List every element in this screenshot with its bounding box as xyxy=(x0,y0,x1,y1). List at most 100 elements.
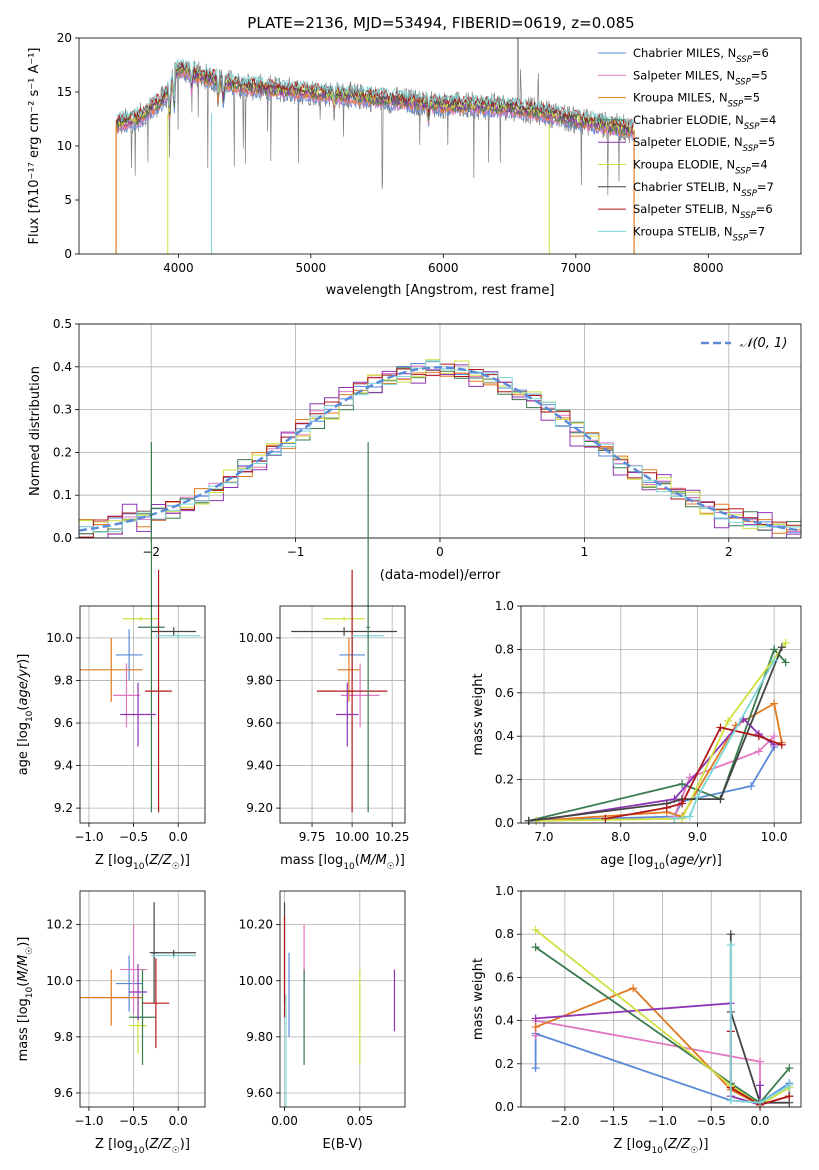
x-tick-label: 4000 xyxy=(163,261,194,275)
y-tick-label: 0.6 xyxy=(495,970,514,984)
weight-point-marker xyxy=(531,1064,540,1073)
weight-point-marker xyxy=(678,799,687,808)
weight-point-marker xyxy=(770,656,779,665)
residuals-plot-area xyxy=(79,359,801,538)
y-tick-label: 0.4 xyxy=(53,360,72,374)
x-tick-label: 6000 xyxy=(428,261,459,275)
y-tick-label: 0.1 xyxy=(53,488,72,502)
mass-vs-z-panel: −1.0 −0.5 0.0 9.6 9.8 10.0 10.2 Z [log10(Z/Z☉)]… xyxy=(16,890,206,1156)
y-tick-label: 9.40 xyxy=(246,759,273,773)
x-tick-label: 10.0 xyxy=(761,830,788,844)
weight-point-marker xyxy=(531,1014,540,1023)
y-tick-label: 10.20 xyxy=(239,918,273,932)
mass-vs-z-x-axis-label: Z [log10(Z/Z☉)] xyxy=(95,1137,190,1156)
y-tick-label: 0.8 xyxy=(495,642,514,656)
weight-point-marker xyxy=(770,645,779,654)
weight-point-marker xyxy=(747,782,756,791)
weight-point-marker xyxy=(693,792,702,801)
weight-point-marker xyxy=(662,803,671,812)
y-tick-label: 9.2 xyxy=(54,801,73,815)
legend-entry-label: Salpeter ELODIE, NSSP=5 xyxy=(633,135,775,154)
legend-entry-label: Kroupa STELIB, NSSP=7 xyxy=(633,224,765,243)
mass-vs-z-y-axis-label: mass [log10(M/M☉)] xyxy=(16,937,35,1062)
weight-point-marker xyxy=(781,658,790,667)
weight-point-marker xyxy=(531,925,540,934)
weight-point-marker xyxy=(785,1064,794,1073)
y-tick-label: 20 xyxy=(57,31,72,45)
weight-point-marker xyxy=(726,1096,735,1105)
weight-point-marker xyxy=(726,941,735,949)
x-tick-label: 5000 xyxy=(296,261,327,275)
y-tick-label: 0.6 xyxy=(495,686,514,700)
weight-point-marker xyxy=(685,812,694,821)
x-tick-label: −1.0 xyxy=(648,1114,677,1128)
legend-entry-label: Salpeter STELIB, NSSP=6 xyxy=(633,202,773,221)
y-tick-label: 9.6 xyxy=(54,716,73,730)
legend-entry-label: Chabrier STELIB, NSSP=7 xyxy=(633,180,774,199)
age-vs-mass-panel: 9.75 10.00 10.25 9.20 9.40 9.60 9.80 10.00 mass … xyxy=(239,442,409,872)
residuals-panel: −2 −1 0 1 20.00.10.20.30.40.5(data-model)/er… xyxy=(28,317,802,583)
weight-series-line xyxy=(605,726,783,820)
weight-point-marker xyxy=(716,723,725,732)
y-tick-label: 10 xyxy=(57,139,72,153)
weight-series-line xyxy=(535,946,790,1104)
y-tick-label: 0.4 xyxy=(495,729,514,743)
weight-series-line xyxy=(674,659,775,820)
normal-reference-curve xyxy=(79,366,801,532)
weight-point-marker xyxy=(629,984,638,993)
y-tick-label: 0.2 xyxy=(495,773,514,787)
y-tick-label: 10.0 xyxy=(46,974,73,988)
y-tick-label: 9.80 xyxy=(246,673,273,687)
y-tick-label: 9.8 xyxy=(54,673,73,687)
weight-series-line xyxy=(536,642,787,822)
model-spectrum-line xyxy=(115,58,634,128)
weight-point-marker xyxy=(777,643,786,652)
weight-point-marker xyxy=(724,717,733,726)
weight-point-marker xyxy=(785,1081,794,1090)
residual-histogram xyxy=(79,363,801,538)
weight-point-marker xyxy=(716,795,725,804)
y-tick-label: 0.5 xyxy=(53,317,72,331)
axes-frame xyxy=(279,890,406,1108)
weight-vs-z-panel: −2.0 −1.5 −1.0 −0.5 0.0 0.0 0.2 0.4 0.6 0.8 1.0 Z [… xyxy=(471,884,802,1156)
weight-vs-z-x-axis-label: Z [log10(Z/Z☉)] xyxy=(614,1137,709,1156)
spectrum-x-axis-label: wavelength [Angstrom, rest frame] xyxy=(326,283,555,298)
weight-point-marker xyxy=(531,1023,540,1032)
x-tick-label: 1 xyxy=(581,545,589,559)
x-tick-label: 0.0 xyxy=(169,1114,188,1128)
axes-frame xyxy=(79,605,206,824)
weight-series-line xyxy=(536,702,783,822)
weight-point-marker xyxy=(777,740,786,749)
legend-entry-label: Chabrier MILES, NSSP=6 xyxy=(633,46,769,65)
weight-point-marker xyxy=(781,638,790,647)
x-tick-label: −0.5 xyxy=(119,1114,148,1128)
age-vs-z-panel: −1.0 −0.5 0.0 9.2 9.4 9.6 9.8 10.0 Z [log10(Z/Z☉… xyxy=(16,442,206,872)
y-tick-label: 1.0 xyxy=(495,599,514,613)
y-tick-label: 0.2 xyxy=(495,1057,514,1071)
x-tick-label: −1 xyxy=(287,545,305,559)
weight-vs-age-panel: 7.0 8.0 9.0 10.0 0.0 0.2 0.4 0.6 0.8 1.0 age [log1… xyxy=(471,599,802,872)
weight-point-marker xyxy=(770,699,779,708)
weight-point-marker xyxy=(770,732,779,741)
residuals-y-axis-label: Normed distribution xyxy=(28,366,43,496)
residuals-x-axis-label: (data-model)/error xyxy=(380,568,501,583)
y-tick-label: 9.20 xyxy=(246,801,273,815)
axes-frame xyxy=(520,890,802,1108)
y-tick-label: 9.60 xyxy=(246,716,273,730)
weight-point-marker xyxy=(678,779,687,788)
figure-title: PLATE=2136, MJD=53494, FIBERID=0619, z=0… xyxy=(247,14,634,32)
weight-point-marker xyxy=(756,1098,765,1107)
legend-entry-label: Kroupa ELODIE, NSSP=4 xyxy=(633,158,768,177)
x-tick-label: 10.00 xyxy=(335,830,369,844)
age-vs-z-y-axis-label: age [log10(age/yr)] xyxy=(16,654,35,776)
weight-point-marker xyxy=(756,1081,765,1090)
mass-vs-ebv-panel: 0.00 0.05 9.60 9.80 10.00 10.20 E(B-V) xyxy=(239,890,406,1152)
axes-frame xyxy=(279,605,406,824)
x-tick-label: 7000 xyxy=(561,261,592,275)
x-tick-label: −1.0 xyxy=(74,1114,103,1128)
spectrum-y-axis-label: Flux [fλ10⁻¹⁷ erg cm⁻² s⁻¹ A⁻¹] xyxy=(27,48,42,245)
x-tick-label: 0 xyxy=(436,545,444,559)
weight-point-marker xyxy=(531,943,540,952)
spectrum-plot-area xyxy=(115,38,635,254)
